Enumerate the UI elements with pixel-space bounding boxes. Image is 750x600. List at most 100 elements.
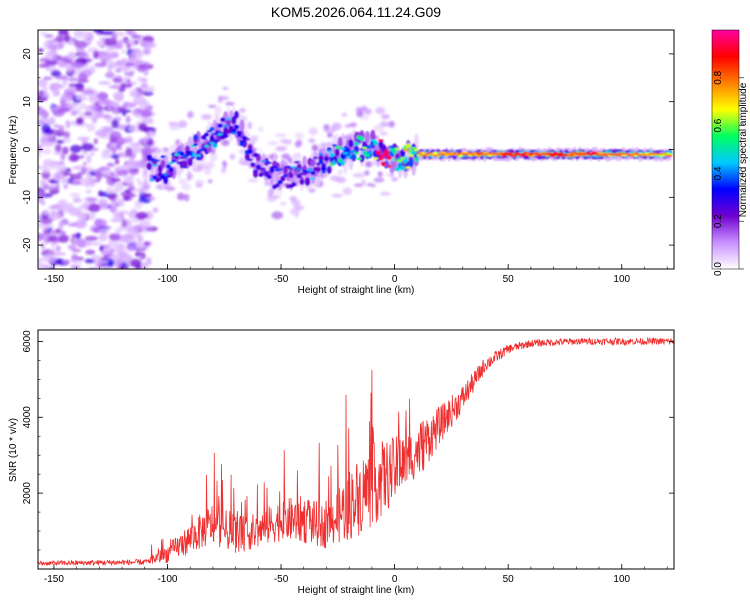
spectral-speckle (117, 264, 126, 269)
spectral-speckle (44, 34, 54, 38)
spectral-speckle (337, 169, 344, 176)
x-tick-label: -100 (157, 574, 177, 585)
ridge-cell (274, 183, 281, 188)
ridge-cell (372, 140, 379, 146)
spectral-speckle (131, 34, 142, 39)
ridge-cell (375, 151, 381, 154)
x-tick-label: 50 (503, 274, 515, 285)
ridge-cell (432, 151, 439, 155)
spectral-speckle (118, 109, 132, 113)
ridge-cell (304, 177, 310, 183)
ridge-cell (629, 154, 635, 156)
spectral-speckle (121, 57, 127, 65)
spectral-speckle (221, 167, 226, 174)
colorbar-gradient (711, 29, 740, 270)
snr-frame (37, 329, 675, 570)
spectral-speckle (81, 89, 96, 96)
spectral-speckle (42, 234, 48, 242)
y-tick-label: -10 (22, 190, 33, 205)
x-tick-label: 50 (503, 574, 515, 585)
spectral-speckle (56, 34, 64, 43)
spectral-speckle (214, 106, 222, 114)
ridge-cell (157, 177, 163, 181)
ridge-cell (571, 152, 578, 154)
spectral-speckle (59, 163, 67, 172)
spectral-speckle (98, 55, 112, 60)
ridge-cell (342, 151, 349, 155)
spectral-speckle (84, 235, 98, 241)
spectral-speckle (69, 192, 81, 198)
spectral-speckle (128, 168, 140, 172)
ridge-cell (340, 147, 346, 151)
ridge-cell (364, 130, 370, 144)
ridge-cell (231, 131, 237, 135)
ridge-cell (277, 168, 283, 171)
spectral-speckle (125, 115, 131, 124)
ridge-cell (411, 150, 417, 156)
spectral-speckle (114, 158, 120, 165)
spectral-speckle (92, 147, 99, 152)
ridge-cell (454, 154, 460, 156)
spectral-speckle (134, 39, 139, 45)
spectral-speckle (50, 70, 62, 77)
spectral-speckle (379, 131, 388, 136)
spectral-speckle (48, 211, 61, 221)
spectral-speckle (100, 153, 114, 159)
spectral-speckle (247, 178, 259, 183)
ridge-cell (239, 140, 245, 143)
spectral-speckle (94, 259, 109, 265)
spectral-speckle (84, 258, 96, 264)
x-tick-label: -50 (274, 574, 289, 585)
ridge-cell (446, 152, 452, 154)
spectral-speckle (129, 258, 142, 267)
ridge-cell (163, 177, 169, 183)
ridge-cell (212, 132, 218, 136)
spectral-speckle (70, 180, 82, 186)
spectral-speckle (225, 101, 235, 106)
spectral-speckle (81, 202, 91, 210)
ridge-cell (212, 143, 218, 148)
spectral-speckle (342, 187, 353, 196)
ridge-cell (282, 174, 289, 178)
spectral-speckle (122, 111, 127, 117)
ridge-cell (304, 171, 310, 174)
ridge-cell (351, 149, 357, 153)
spectral-speckle (110, 154, 120, 159)
spectral-speckle (66, 64, 73, 73)
spectral-speckle (98, 190, 103, 197)
spectral-speckle (67, 223, 78, 227)
spectral-speckle (67, 244, 77, 251)
figure-title: KOM5.2026.064.11.24.G09 (271, 4, 441, 20)
ridge-cell (299, 179, 305, 185)
spectral-speckle (289, 208, 300, 216)
ridge-cell (394, 147, 400, 151)
spectral-speckle (63, 172, 73, 176)
spectral-speckle (371, 183, 376, 188)
colorbar: 0.0 0.2 0.4 0.6 0.8 Normalized spectral ampl… (711, 29, 749, 276)
spectral-speckle (90, 151, 95, 157)
spectral-speckle (142, 119, 154, 124)
spectral-speckle (38, 63, 49, 68)
spectral-speckle (121, 49, 127, 55)
spectral-speckle (362, 105, 367, 110)
spectral-speckle (60, 219, 69, 225)
spectral-speckle (162, 147, 170, 152)
ridge-cell (242, 136, 248, 139)
spectral-speckle (194, 179, 205, 184)
ridge-cell (533, 152, 539, 154)
spectral-speckle (40, 263, 50, 269)
ridge-cell (408, 159, 414, 168)
ridge-cell (400, 166, 406, 171)
spectral-speckle (200, 113, 212, 120)
y-tick-label: 4000 (22, 406, 33, 429)
spectral-speckle (74, 219, 87, 229)
spectral-speckle (81, 143, 95, 152)
spectral-speckle (280, 202, 287, 206)
spectral-speckle (68, 154, 80, 162)
spectral-speckle (103, 38, 118, 47)
ridge-cell (225, 118, 231, 127)
ridge-cell (413, 148, 420, 152)
ridge-cell (585, 152, 591, 154)
spectral-speckle (125, 176, 133, 186)
